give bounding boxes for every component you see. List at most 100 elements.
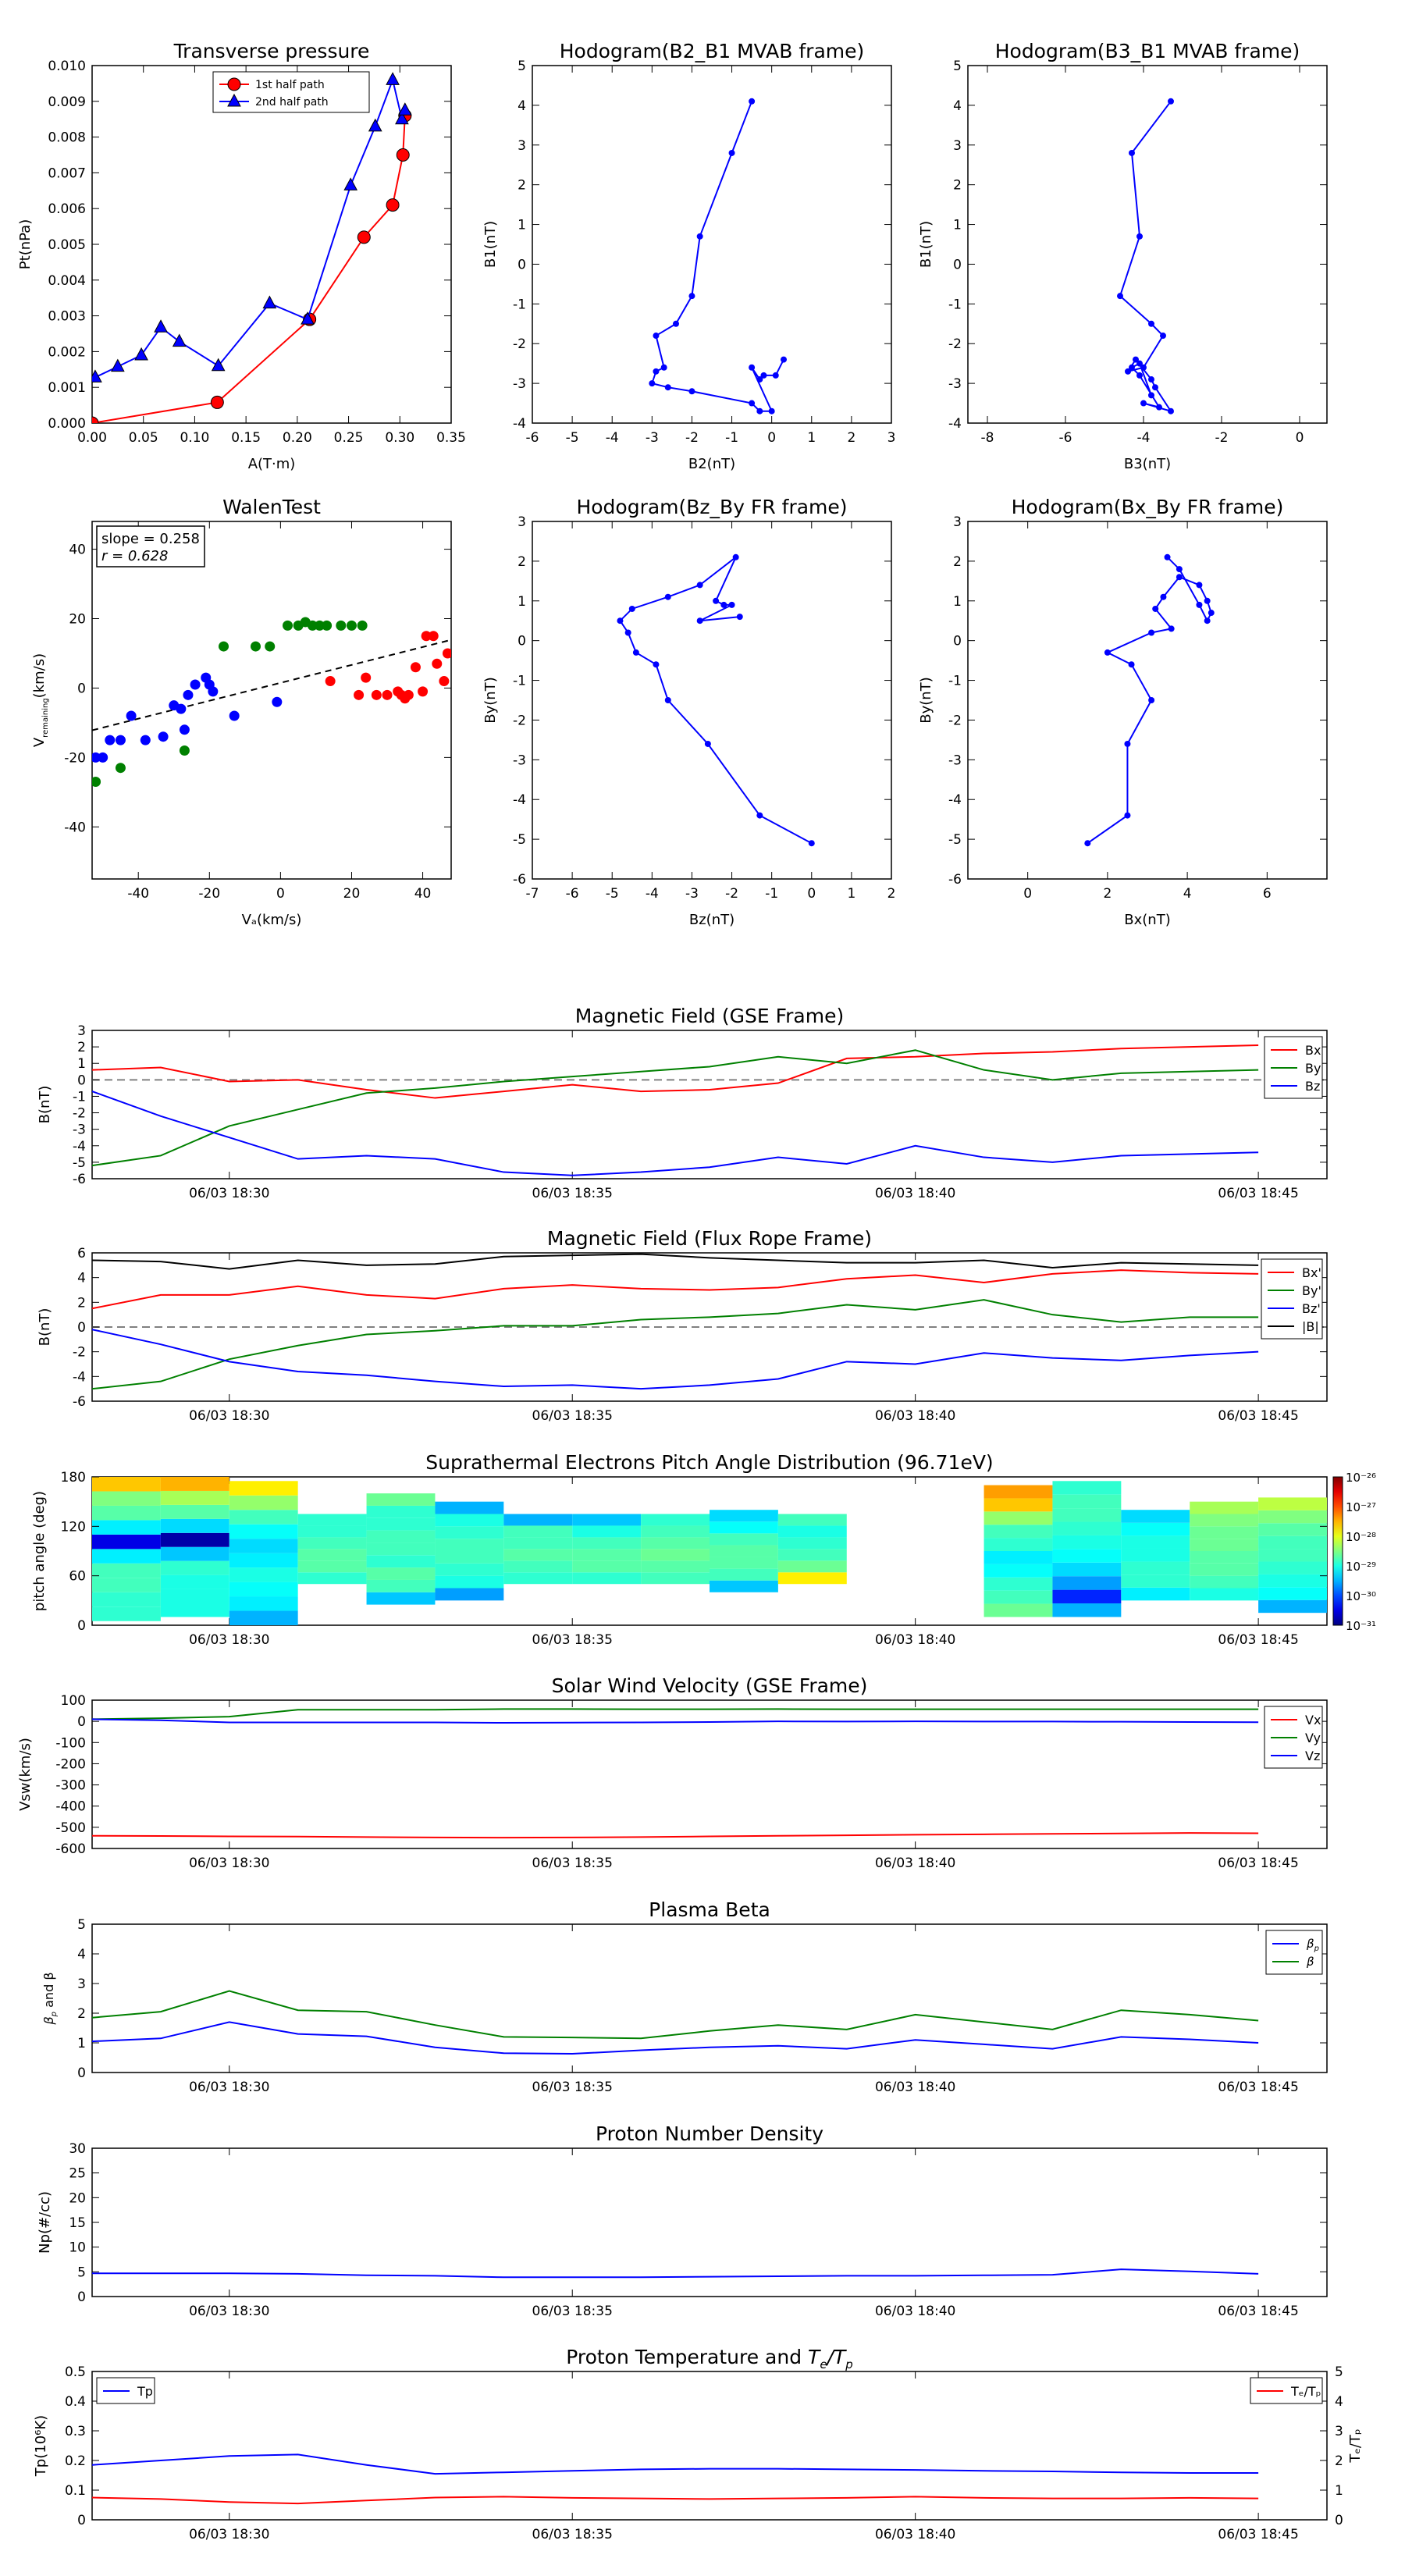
pad-cell xyxy=(366,1555,436,1568)
pad-cell xyxy=(777,1514,847,1526)
h1-point xyxy=(749,98,756,105)
pad-colorbar: 10⁻²⁶ 10⁻²⁷ 10⁻²⁸ 10⁻²⁹ 10⁻³⁰ 10⁻³¹ xyxy=(1332,1471,1376,1633)
bfr-ytick-label: -2 xyxy=(73,1345,86,1361)
h2-point xyxy=(1133,356,1139,363)
pad-cell xyxy=(297,1572,367,1585)
h4-xtick-label: 4 xyxy=(1183,886,1192,902)
h2-xlabel: B3(nT) xyxy=(1124,456,1171,472)
walen-xtick-label: 40 xyxy=(414,886,432,902)
h4-ytick-label: -4 xyxy=(948,792,962,808)
h2-ytick-label: 1 xyxy=(953,218,962,233)
h3-title: Hodogram(Bz_By FR frame) xyxy=(576,496,847,518)
tp-series-0-point xyxy=(386,198,400,212)
pad-xtick-label: 06/03 18:40 xyxy=(875,1632,955,1648)
tpt-ytick-label: 0.3 xyxy=(65,2424,86,2439)
h1-point xyxy=(653,368,660,375)
walen-point xyxy=(115,763,126,774)
bgse-ytick-label: -4 xyxy=(73,1139,86,1155)
np-xtick-label: 06/03 18:30 xyxy=(189,2304,269,2319)
chart-bgse: 06/03 18:30 06/03 18:35 06/03 18:40 06/03 1… xyxy=(37,1005,1328,1201)
beta-ytick-label: 3 xyxy=(77,1976,86,1992)
tp-series-1-point xyxy=(398,102,412,116)
pad-cell xyxy=(984,1564,1053,1578)
tp-xtick-label: 0.15 xyxy=(231,430,261,446)
bgse-ytick-label: -1 xyxy=(73,1089,86,1105)
beta-plot-area xyxy=(92,1990,1259,2055)
bgse-line-Bx xyxy=(92,1044,1259,1099)
walen-point xyxy=(179,724,190,735)
tp-series-line-1 xyxy=(94,76,406,379)
pad-cell xyxy=(435,1514,504,1527)
walen-point xyxy=(140,735,151,745)
h1-plot-area xyxy=(649,98,787,415)
h1-point xyxy=(749,400,756,407)
h1-ytick-label: 1 xyxy=(518,218,526,233)
h4-xtick-label: 6 xyxy=(1263,886,1272,902)
pad-cell xyxy=(435,1539,504,1551)
h1-point xyxy=(653,333,660,340)
beta-legend-label: βp xyxy=(1306,1937,1319,1953)
h2-xtick-label: -8 xyxy=(981,430,994,446)
bgse-ylabel: B(nT) xyxy=(37,1086,53,1124)
h1-point xyxy=(728,149,735,156)
pad-cell xyxy=(1258,1587,1327,1600)
tp-series-0-point xyxy=(357,230,371,244)
pad-title: Suprathermal Electrons Pitch Angle Distr… xyxy=(425,1451,993,1474)
beta-line-β xyxy=(92,1990,1259,2040)
beta-line-βₚ xyxy=(92,2021,1259,2055)
walen-point xyxy=(382,689,393,700)
tpt-ytick-label: 0.2 xyxy=(65,2453,86,2469)
walen-point xyxy=(325,676,336,687)
h2-ytick-label: -3 xyxy=(948,376,962,392)
walen-ytick-label: 0 xyxy=(77,681,86,696)
pad-cell xyxy=(160,1532,229,1547)
h3-point xyxy=(632,649,639,656)
pad-cell xyxy=(1190,1588,1259,1601)
vsw-ytick-label: -300 xyxy=(55,1778,86,1794)
pad-cell xyxy=(229,1495,298,1510)
walen-xtick-label: -40 xyxy=(127,886,149,902)
h2-point xyxy=(1129,149,1135,156)
pad-cell xyxy=(160,1560,229,1575)
chart-h4: Hodogram(Bx_By FR frame) 0 2 4 6 -6 -5 -4 -3 -2 -1… xyxy=(918,496,1328,928)
h1-xtick-label: -6 xyxy=(526,430,539,446)
walen-point xyxy=(179,745,190,756)
beta-ylabel-tail: and β xyxy=(41,1972,56,2011)
pad-cell xyxy=(1121,1548,1190,1562)
h3-ylabel: By(nT) xyxy=(482,677,499,723)
pad-cell xyxy=(92,1606,161,1621)
pad-cell xyxy=(1052,1535,1122,1550)
bfr-legend-label: Bz' xyxy=(1302,1301,1321,1316)
pad-cell xyxy=(641,1560,710,1573)
pad-cell xyxy=(435,1551,504,1564)
chart-vsw: 06/03 18:30 06/03 18:35 06/03 18:40 06/03 1… xyxy=(17,1674,1328,1871)
bfr-ytick-label: 0 xyxy=(77,1320,86,1336)
h2-title: Hodogram(B3_B1 MVAB frame) xyxy=(995,40,1300,62)
tp-series-1-point xyxy=(92,369,102,382)
h3-xtick-label: -5 xyxy=(606,886,619,902)
pad-cell xyxy=(1258,1535,1327,1550)
vsw-xtick-label: 06/03 18:30 xyxy=(189,1856,269,1871)
tp-series-1-point xyxy=(368,118,382,132)
pad-cell xyxy=(572,1549,642,1561)
tpt-plot-area xyxy=(92,2453,1259,2505)
pad-cell xyxy=(1121,1574,1190,1588)
h2-frame xyxy=(967,65,1328,424)
tp-ytick-label: 0.007 xyxy=(48,165,86,181)
pad-cell xyxy=(229,1582,298,1597)
bgse-plot-area xyxy=(92,1044,1327,1176)
tp-series-1-point xyxy=(172,333,187,347)
np-title: Proton Number Density xyxy=(596,2122,823,2145)
h1-line xyxy=(651,101,784,412)
vsw-line-Vx xyxy=(92,1832,1259,1839)
walen-point xyxy=(190,679,201,690)
walen-ytick-label: 40 xyxy=(69,543,86,558)
tp-xtick-label: 0.20 xyxy=(283,430,312,446)
pad-cell xyxy=(984,1551,1053,1564)
tp-xtick-label: 0.00 xyxy=(77,430,107,446)
vsw-ytick-label: -100 xyxy=(55,1735,86,1751)
pad-ylabel: pitch angle (deg) xyxy=(31,1491,48,1611)
vsw-xtick-label: 06/03 18:40 xyxy=(875,1856,955,1871)
walen-annotation-box xyxy=(96,525,205,568)
walen-ytick-label: 20 xyxy=(69,612,86,628)
